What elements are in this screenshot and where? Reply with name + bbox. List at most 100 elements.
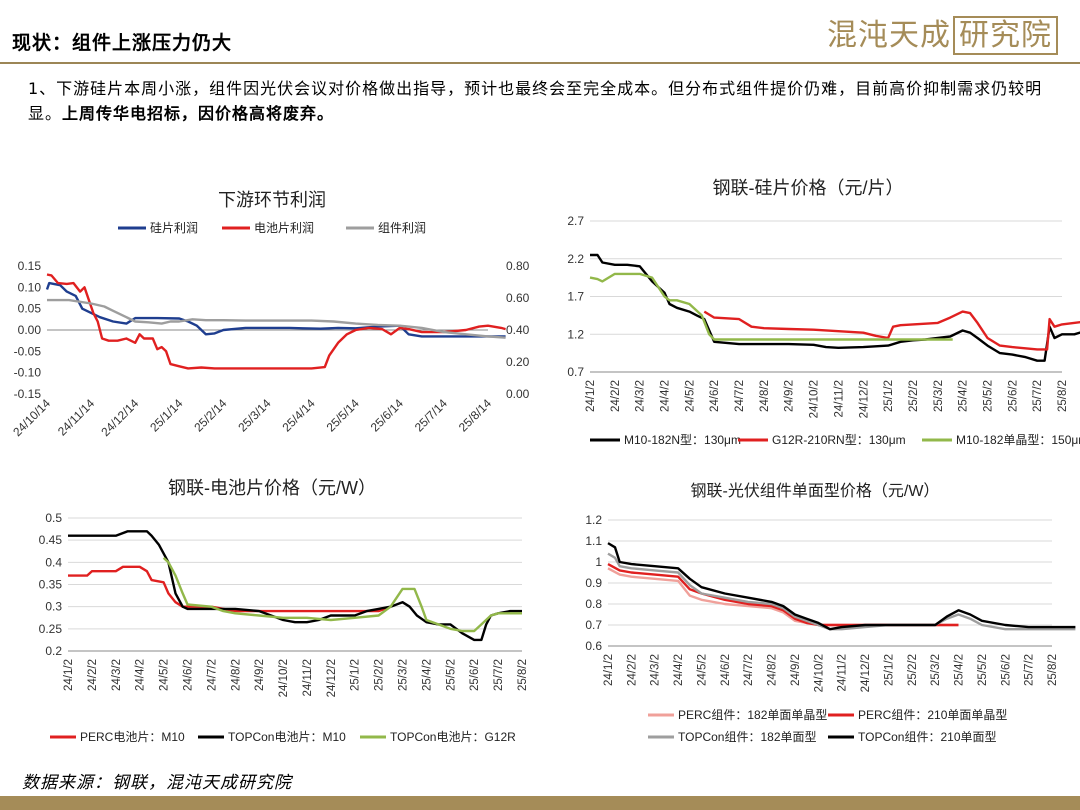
x-tick-label: 24/5/2 <box>159 659 171 691</box>
x-tick-label: 24/11/14 <box>55 396 98 439</box>
series-line <box>589 272 953 341</box>
y-tick-label: 2.7 <box>567 214 584 228</box>
y-tick-label: 0.10 <box>18 280 42 294</box>
x-tick-label: 25/4/14 <box>280 396 318 434</box>
x-tick-label: 25/3/14 <box>235 396 273 434</box>
x-tick-label: 25/6/2 <box>469 659 481 691</box>
y-tick-label: 0.8 <box>585 597 602 611</box>
x-tick-label: 25/5/14 <box>324 396 362 434</box>
x-tick-label: 24/10/14 <box>10 396 53 439</box>
x-tick-label: 24/9/2 <box>254 659 266 691</box>
y-tick-label: 1.2 <box>585 513 602 527</box>
x-tick-label: 24/2/2 <box>610 380 622 412</box>
x-tick-label: 25/1/2 <box>883 654 895 686</box>
x-tick-label: 25/1/2 <box>350 659 362 691</box>
legend-label: TOPCon组件：182单面型 <box>678 730 817 744</box>
y2-tick-label: 0.60 <box>506 291 530 305</box>
intro-normal: 1、下游硅片本周小涨，组件因光伏会议对价格做出指导，预计也最终会至完全成本。但分… <box>28 79 1043 123</box>
x-tick-label: 24/3/2 <box>650 654 662 686</box>
series-line <box>590 253 1080 362</box>
legend-label: TOPCon电池片：M10 <box>228 730 346 744</box>
brand-box: 研究院 <box>953 16 1058 55</box>
legend-label: PERC组件：182单面单晶型 <box>678 708 827 722</box>
header-divider <box>0 62 1080 64</box>
x-tick-label: 25/2/2 <box>374 659 386 691</box>
x-tick-label: 24/6/2 <box>182 659 194 691</box>
x-tick-label: 24/7/2 <box>206 659 218 691</box>
x-tick-label: 24/10/2 <box>809 380 821 418</box>
y-tick-label: 1 <box>595 555 602 569</box>
x-tick-label: 24/3/2 <box>111 659 123 691</box>
x-tick-label: 24/8/2 <box>759 380 771 412</box>
x-tick-label: 25/8/14 <box>456 396 494 434</box>
y-tick-label: 0.7 <box>585 618 602 632</box>
y-tick-label: -0.15 <box>14 387 42 401</box>
y-tick-label: 1.7 <box>567 290 584 304</box>
page-title: 现状：组件上涨压力仍大 <box>12 32 233 54</box>
x-tick-label: 24/2/2 <box>626 654 638 686</box>
x-tick-label: 25/8/2 <box>1047 654 1059 686</box>
y-tick-label: -0.05 <box>14 344 42 358</box>
x-tick-label: 24/1/2 <box>585 380 597 412</box>
y-tick-label: 0.4 <box>45 555 62 569</box>
x-tick-label: 24/11/2 <box>833 380 845 418</box>
y-tick-label: 0.35 <box>39 578 63 592</box>
series-line <box>68 530 522 642</box>
x-tick-label: 24/5/2 <box>696 654 708 686</box>
x-tick-label: 24/1/2 <box>63 659 75 691</box>
x-tick-label: 24/10/2 <box>278 659 290 697</box>
legend-label: 组件利润 <box>378 221 426 235</box>
x-tick-label: 24/3/2 <box>635 380 647 412</box>
y-tick-label: 0.15 <box>18 259 42 273</box>
series-line <box>607 563 959 627</box>
y-tick-label: 0.00 <box>18 323 42 337</box>
x-tick-label: 24/10/2 <box>813 654 825 692</box>
y-tick-label: 0.5 <box>45 511 62 525</box>
source-footer: 数据来源：钢联，混沌天成研究院 <box>22 773 292 793</box>
x-tick-label: 25/2/2 <box>908 380 920 412</box>
x-tick-label: 24/11/2 <box>837 654 849 692</box>
x-tick-label: 25/8/2 <box>1057 380 1069 412</box>
chart-title: 钢联-硅片价格（元/片） <box>713 178 904 198</box>
y-tick-label: 0.6 <box>585 639 602 653</box>
x-tick-label: 25/3/2 <box>398 659 410 691</box>
series-line <box>45 281 506 338</box>
x-tick-label: 24/12/14 <box>98 396 141 439</box>
series-line <box>703 310 1080 351</box>
x-tick-label: 24/7/2 <box>734 380 746 412</box>
y-tick-label: -0.10 <box>14 366 42 380</box>
x-tick-label: 24/1/2 <box>603 654 615 686</box>
series-line <box>162 557 522 633</box>
series-line <box>68 565 392 613</box>
legend-label: PERC电池片：M10 <box>80 730 185 744</box>
x-tick-label: 25/2/2 <box>907 654 919 686</box>
y2-tick-label: 0.40 <box>506 323 530 337</box>
x-tick-label: 25/4/2 <box>954 654 966 686</box>
x-tick-label: 24/6/2 <box>720 654 732 686</box>
legend-label: TOPCon组件：210单面型 <box>858 730 997 744</box>
y-tick-label: 1.2 <box>567 327 584 341</box>
x-tick-label: 25/7/2 <box>493 659 505 691</box>
x-tick-label: 25/5/2 <box>977 654 989 686</box>
legend-label: TOPCon电池片：G12R <box>390 730 516 744</box>
legend-label: 硅片利润 <box>150 221 198 235</box>
y-tick-label: 0.05 <box>18 302 42 316</box>
x-tick-label: 24/5/2 <box>684 380 696 412</box>
x-tick-label: 25/5/2 <box>982 380 994 412</box>
intro-text: 1、下游硅片本周小涨，组件因光伏会议对价格做出指导，预计也最终会至完全成本。但分… <box>28 76 1068 126</box>
x-tick-label: 24/7/2 <box>743 654 755 686</box>
x-tick-label: 25/2/14 <box>191 396 229 434</box>
y-tick-label: 0.7 <box>567 365 584 379</box>
x-tick-label: 25/5/2 <box>445 659 457 691</box>
series-line <box>607 552 1076 631</box>
x-tick-label: 25/7/2 <box>1024 654 1036 686</box>
chart-title: 下游环节利润 <box>218 190 326 210</box>
x-tick-label: 24/12/2 <box>858 380 870 418</box>
series-line <box>607 542 1076 631</box>
y-tick-label: 2.2 <box>567 252 584 266</box>
x-tick-label: 25/6/14 <box>368 396 406 434</box>
y-tick-label: 0.2 <box>45 644 62 658</box>
legend-label: G12R-210RN型：130μm <box>772 433 906 447</box>
x-tick-label: 25/8/2 <box>517 659 529 691</box>
